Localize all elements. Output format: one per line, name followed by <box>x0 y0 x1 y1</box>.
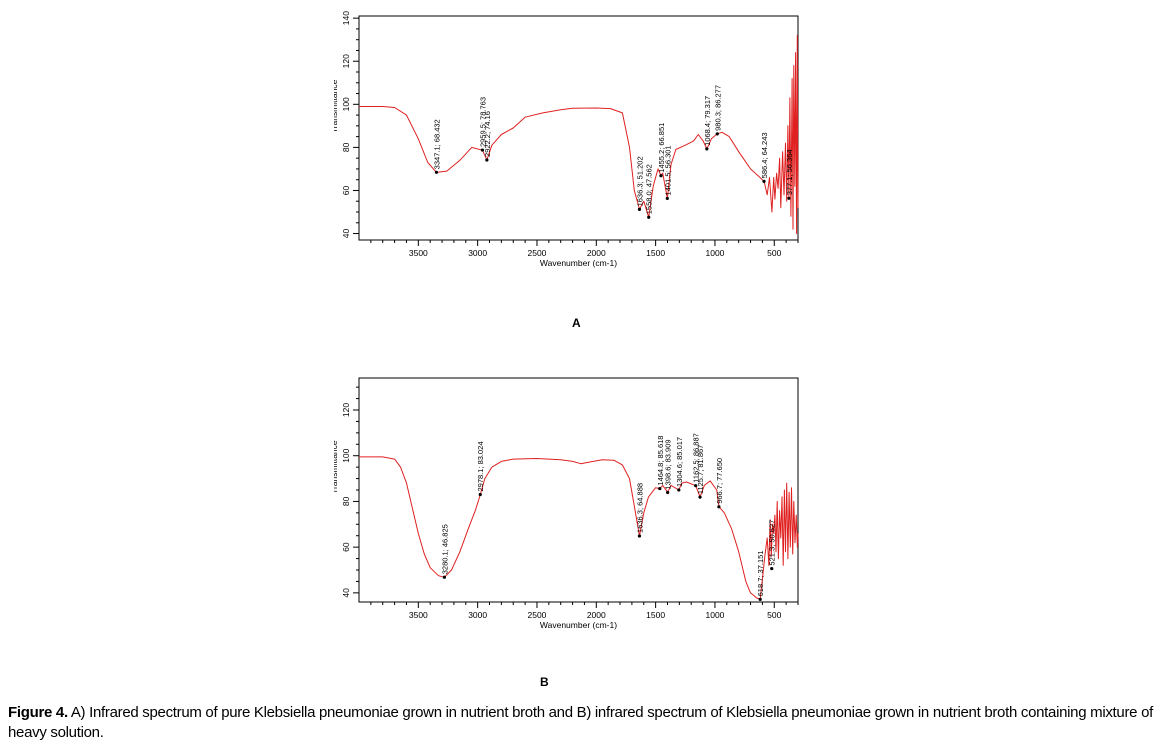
peak-marker <box>659 174 662 177</box>
peak-marker <box>717 505 720 508</box>
panel-label-a: A <box>572 316 581 330</box>
peak-label: 2978.1; 83.024 <box>476 441 485 491</box>
peak-marker <box>698 496 701 499</box>
y-tick-label: 120 <box>341 403 351 417</box>
peak-label: 521.3; 50.627 <box>768 520 777 566</box>
peak-label: 1068.4; 79.317 <box>703 96 712 146</box>
panel-label-b: B <box>540 675 549 689</box>
x-tick-label: 2000 <box>587 248 606 258</box>
x-tick-label: 1500 <box>646 610 665 620</box>
peak-marker <box>666 197 669 200</box>
x-tick-label: 3500 <box>409 248 428 258</box>
peak-marker <box>759 598 762 601</box>
peak-marker <box>770 567 773 570</box>
y-tick-label: 40 <box>341 588 351 598</box>
peak-label: 2922.2; 74.16 <box>483 111 492 157</box>
y-axis-label: Transmittance <box>334 79 339 133</box>
spectrum-a-panel: 3500 3000 2500 2000 1500 1000 500 40 60 80 100 120 1… <box>334 8 804 278</box>
peak-label: 3347.1; 68.432 <box>432 119 441 169</box>
x-tick-label: 2500 <box>528 610 547 620</box>
peak-marker <box>443 576 446 579</box>
peak-marker <box>638 208 641 211</box>
peak-label: 1636.3; 51.202 <box>635 156 644 206</box>
peak-marker <box>479 493 482 496</box>
peak-label: 1304.6; 85.017 <box>675 437 684 487</box>
x-axis-label: Wavenumber (cm-1) <box>540 258 617 268</box>
y-tick-label: 100 <box>341 97 351 111</box>
peak-label: 3280.1; 46.825 <box>440 524 449 574</box>
peak-marker <box>677 488 680 491</box>
peak-marker <box>658 487 661 490</box>
spectrum-line <box>359 35 798 233</box>
spectrum-b-panel: 3500 3000 2500 2000 1500 1000 500 40 60 80 100 120 W… <box>334 370 804 640</box>
y-tick-label: 60 <box>341 542 351 552</box>
y-tick-label: 60 <box>341 185 351 195</box>
x-tick-label: 500 <box>767 248 781 258</box>
x-tick-label: 3000 <box>468 610 487 620</box>
x-tick-label: 1000 <box>705 610 724 620</box>
peak-label: 1636.3; 64.888 <box>635 483 644 533</box>
y-tick-label: 80 <box>341 496 351 506</box>
peak-marker <box>787 197 790 200</box>
peak-label: 980.3; 86.277 <box>713 85 722 131</box>
figure-caption: Figure 4. A) Infrared spectrum of pure K… <box>8 703 1158 743</box>
x-tick-label: 3500 <box>409 610 428 620</box>
x-axis-label: Wavenumber (cm-1) <box>540 620 617 630</box>
peak-marker <box>435 171 438 174</box>
peak-label: 966.7; 77.650 <box>715 458 724 504</box>
spectrum-line <box>359 457 798 599</box>
plot-frame <box>359 16 798 240</box>
peak-marker <box>762 180 765 183</box>
x-tick-label: 500 <box>767 610 781 620</box>
peak-marker <box>638 534 641 537</box>
x-tick-label: 2000 <box>587 610 606 620</box>
peak-marker <box>647 216 650 219</box>
plot-frame <box>359 378 798 602</box>
y-tick-label: 140 <box>341 11 351 25</box>
peak-label: 618.7; 37.151 <box>756 550 765 596</box>
y-tick-label: 40 <box>341 229 351 239</box>
y-tick-label: 100 <box>341 448 351 462</box>
peak-marker <box>485 158 488 161</box>
y-tick-label: 120 <box>341 54 351 68</box>
y-axis-label: Transmittance <box>334 440 339 494</box>
x-tick-label: 1500 <box>646 248 665 258</box>
peak-marker <box>666 491 669 494</box>
peak-marker <box>705 147 708 150</box>
peak-marker <box>716 132 719 135</box>
y-tick-label: 80 <box>341 142 351 152</box>
peak-label: 586.4; 64.243 <box>760 132 769 178</box>
caption-prefix: Figure 4. <box>8 704 68 721</box>
peak-label: 1558.0; 47.562 <box>645 164 654 214</box>
x-tick-label: 2500 <box>528 248 547 258</box>
peak-label: 1401.5; 56.301 <box>663 145 672 195</box>
spectrum-a-chart: 3500 3000 2500 2000 1500 1000 500 40 60 80 100 120 1… <box>334 8 804 278</box>
spectrum-b-chart: 3500 3000 2500 2000 1500 1000 500 40 60 80 100 120 W… <box>334 370 804 640</box>
caption-text: A) Infrared spectrum of pure Klebsiella … <box>8 704 1153 741</box>
peak-label: 377.1; 56.364 <box>785 149 794 195</box>
peak-label: 1398.6; 83.909 <box>664 439 673 489</box>
x-tick-label: 1000 <box>705 248 724 258</box>
peak-label: 1125.7; 81.867 <box>696 445 705 495</box>
x-tick-label: 3000 <box>468 248 487 258</box>
